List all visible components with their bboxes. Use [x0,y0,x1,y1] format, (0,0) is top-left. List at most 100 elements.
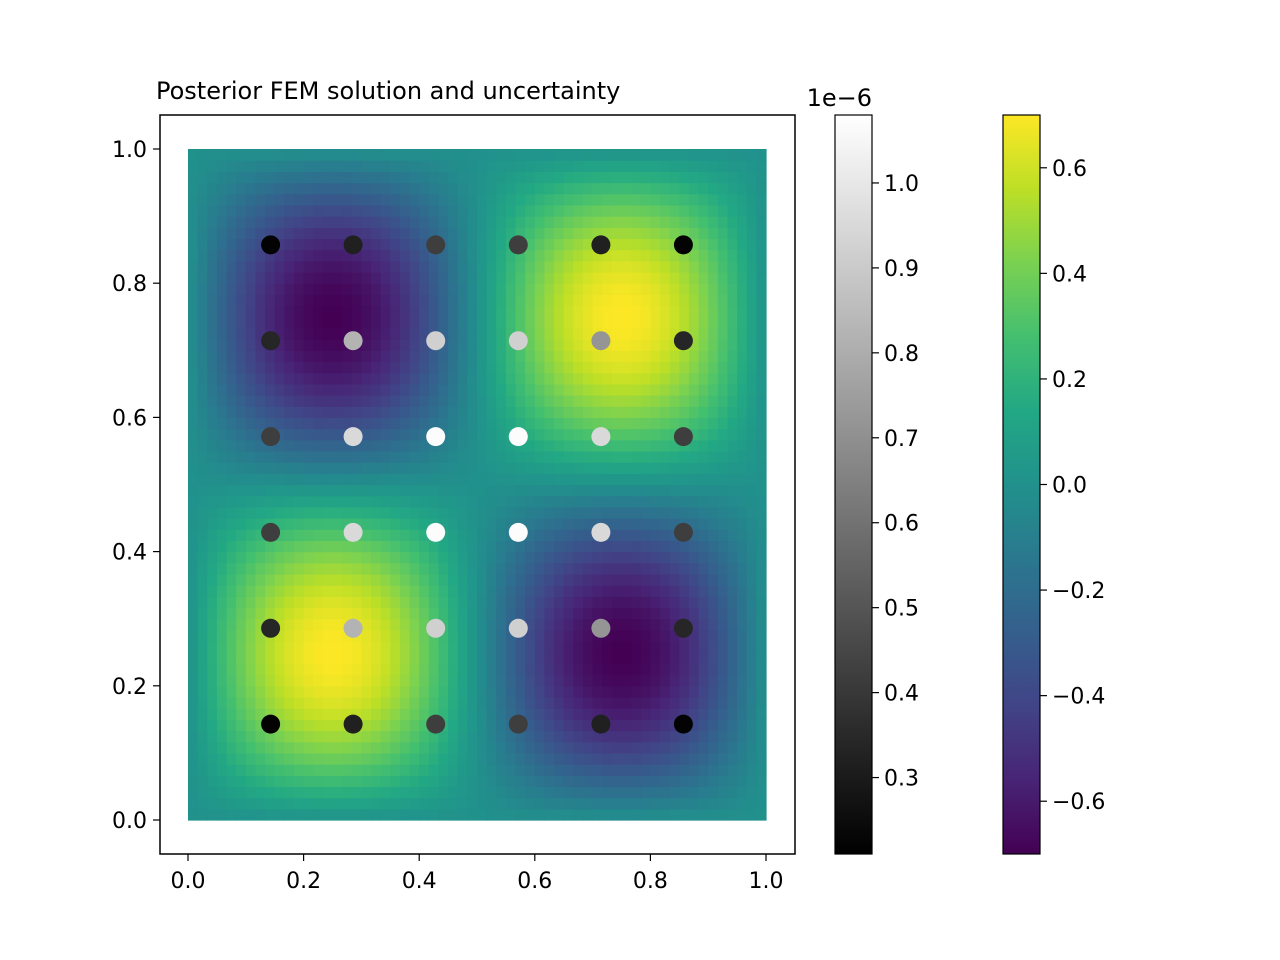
heatmap-cell [640,149,651,161]
heatmap-cell [554,160,565,172]
heatmap-cell [274,272,285,284]
heatmap-cell [708,149,719,161]
heatmap-cell [428,607,440,620]
heatmap-cell [361,674,372,687]
heatmap-cell [322,618,334,631]
heatmap-cell [582,182,594,195]
heatmap-cell [399,495,411,508]
heatmap-cell [573,685,584,698]
heatmap-cell [265,775,276,788]
heatmap-cell [746,562,757,575]
heatmap-cell [496,160,507,172]
heatmap-cell [727,361,738,374]
heatmap-cell [563,350,574,363]
heatmap-cell [274,808,285,821]
heatmap-cell [428,506,440,519]
heatmap-cell [669,540,680,553]
heatmap-cell [515,182,526,195]
heatmap-cell [467,585,478,597]
heatmap-cell [371,752,382,765]
heatmap-cell [274,775,285,788]
heatmap-cell [236,283,247,295]
heatmap-cell [669,551,680,564]
heatmap-cell [216,708,228,720]
heatmap-cell [669,249,680,262]
heatmap-cell [361,339,372,351]
heatmap-cell [573,272,584,284]
uncertainty-point [508,522,528,542]
heatmap-cell [650,719,661,732]
heatmap-cell [342,294,353,307]
heatmap-cell [216,216,228,228]
heatmap-cell [342,495,353,508]
heatmap-cell [496,193,507,206]
heatmap-cell [380,730,391,743]
heatmap-cell [293,730,305,743]
heatmap-cell [409,719,420,732]
heatmap-cell [380,361,391,374]
heatmap-cell [669,808,680,821]
heatmap-cell [679,696,690,709]
heatmap-cell [236,484,247,497]
heatmap-cell [669,752,680,765]
heatmap-cell [717,339,729,351]
heatmap-cell [274,618,285,631]
heatmap-cell [621,406,632,418]
heatmap-cell [515,775,526,788]
heatmap-cell [399,171,411,184]
heatmap-cell [496,272,507,284]
heatmap-cell [467,529,478,542]
heatmap-cell [361,652,372,665]
heatmap-cell [611,585,623,597]
heatmap-cell [650,663,661,676]
heatmap-cell [708,182,719,195]
heatmap-cell [265,171,276,184]
heatmap-cell [534,238,546,251]
heatmap-cell [409,193,420,206]
heatmap-cell [207,797,218,810]
heatmap-cell [371,495,382,508]
heatmap-cell [284,227,295,240]
heatmap-cell [621,149,632,161]
heatmap-cell [293,339,305,351]
heatmap-cell [245,585,257,597]
heatmap-cell [226,473,237,486]
heatmap-cell [371,518,382,530]
heatmap-cell [419,450,430,463]
heatmap-cell [293,395,305,407]
heatmap-cell [708,372,719,385]
heatmap-cell [737,383,748,396]
heatmap-cell [486,238,497,251]
heatmap-cell [332,305,343,318]
heatmap-cell [303,618,314,631]
heatmap-cell [477,249,488,262]
heatmap-cell [380,529,391,542]
heatmap-cell [236,327,247,340]
heatmap-cell [265,764,276,776]
heatmap-cell [255,193,266,206]
heatmap-cell [708,283,719,295]
heatmap-cell [640,607,651,620]
heatmap-cell [303,473,314,486]
heatmap-cell [361,797,372,810]
heatmap-cell [390,260,401,273]
heatmap-cell [544,260,555,273]
heatmap-cell [756,272,767,284]
heatmap-cell [380,182,391,195]
heatmap-cell [650,741,661,754]
heatmap-cell [361,182,372,195]
heatmap-cell [216,171,228,184]
heatmap-cell [467,260,478,273]
heatmap-cell [322,450,334,463]
heatmap-cell [554,249,565,262]
heatmap-cell [419,428,430,441]
heatmap-cell [216,473,228,486]
heatmap-cell [525,495,536,508]
heatmap-cell [361,607,372,620]
heatmap-cell [544,204,555,217]
heatmap-cell [390,674,401,687]
heatmap-cell [698,372,709,385]
heatmap-cell [207,316,218,329]
heatmap-cell [563,585,574,597]
heatmap-cell [274,495,285,508]
